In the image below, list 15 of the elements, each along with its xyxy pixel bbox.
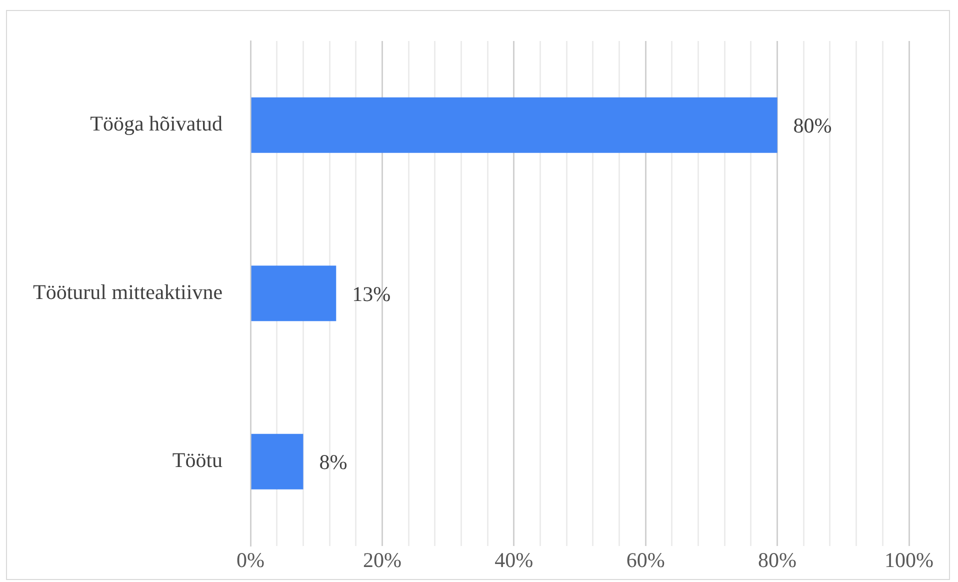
bar: [251, 266, 336, 322]
x-tick-label: 100%: [884, 548, 934, 572]
data-label: 8%: [319, 450, 348, 474]
x-tick-label: 80%: [758, 548, 797, 572]
data-label: 13%: [352, 282, 391, 306]
data-label: 80%: [793, 114, 832, 138]
x-tick-label: 20%: [362, 548, 402, 572]
x-tick-label: 60%: [626, 548, 665, 572]
y-tick-label: Tööturul mitteaktiivne: [32, 280, 223, 304]
y-tick-label: Töötu: [172, 448, 224, 472]
bar: [251, 434, 304, 490]
x-tick-label: 40%: [494, 548, 534, 572]
bar: [251, 97, 778, 153]
x-tick-label: 0%: [236, 548, 265, 572]
y-tick-label: Tööga hõivatud: [90, 112, 224, 136]
